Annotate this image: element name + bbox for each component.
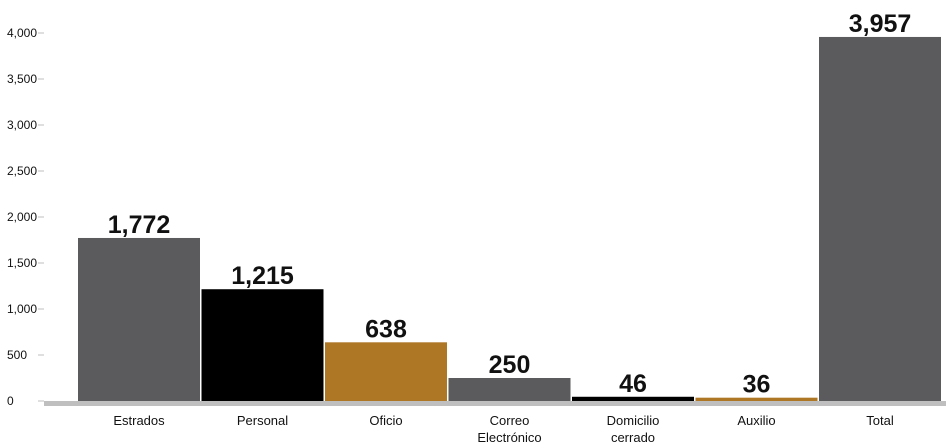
- bar: [325, 342, 447, 401]
- bar: [448, 378, 571, 401]
- bar: [695, 397, 818, 401]
- x-tick-label: Personal: [237, 413, 288, 428]
- x-axis: [44, 401, 946, 406]
- data-label: 250: [489, 351, 531, 379]
- x-tick-label: Total: [866, 413, 894, 428]
- bar: [572, 396, 694, 401]
- x-tick-label: Auxilio: [737, 413, 775, 428]
- data-label: 46: [619, 370, 647, 398]
- y-tick-label: 3,000: [7, 118, 37, 132]
- x-tick-label: Estrados: [113, 413, 165, 428]
- y-axis: 0 500 1,000 1,500 2,000 2,500 3,000 3,500 4,000: [7, 26, 44, 408]
- bars: [78, 36, 941, 402]
- y-tick-label: 1,500: [7, 256, 37, 270]
- x-axis-line: [44, 401, 946, 406]
- y-tick-label: 2,500: [7, 164, 37, 178]
- data-labels: 1,772 1,215 638 250 46 36 3,957: [108, 10, 912, 399]
- y-tick-label: 500: [7, 348, 27, 362]
- data-label: 1,772: [108, 211, 171, 239]
- x-tick-label: Oficio: [369, 413, 402, 428]
- data-label: 3,957: [849, 10, 912, 38]
- data-label: 36: [743, 371, 771, 399]
- x-tick-label: Domicilio cerrado: [607, 413, 660, 445]
- data-label: 1,215: [231, 262, 294, 290]
- x-tick-label: Correo Electrónico: [477, 413, 541, 445]
- y-tick-label: 1,000: [7, 302, 37, 316]
- category-labels: Estrados Personal Oficio Correo Electrónico D…: [113, 413, 893, 445]
- y-tick-label: 0: [7, 394, 14, 408]
- bar: [78, 237, 200, 401]
- y-tick-label: 4,000: [7, 26, 37, 40]
- y-tick-label: 2,000: [7, 210, 37, 224]
- data-label: 638: [365, 315, 407, 343]
- y-tick-label: 3,500: [7, 72, 37, 86]
- bar: [201, 289, 324, 401]
- bar: [819, 36, 941, 402]
